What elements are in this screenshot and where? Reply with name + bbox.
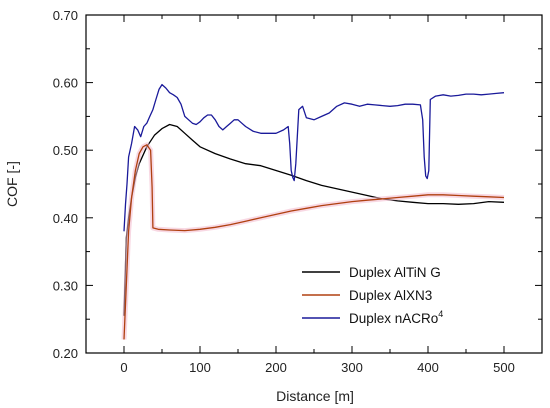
legend-label: Duplex AlTiN G (349, 265, 441, 280)
y-tick-label: 0.20 (53, 346, 78, 361)
y-tick-label: 0.50 (53, 143, 78, 158)
legend: Duplex AlTiN G Duplex AlXN3 Duplex nACRo4 (302, 265, 443, 326)
axes: 0.20 0.30 0.40 0.50 0.60 0.70 0 100 200 300 400 500 (53, 8, 543, 375)
y-tick-label: 0.60 (53, 76, 78, 91)
legend-label: Duplex nACRo4 (349, 309, 443, 326)
legend-label-superscript: 4 (438, 309, 443, 319)
x-tick-label: 300 (341, 360, 363, 375)
series-line (123, 123, 505, 316)
series-layer (121, 83, 505, 340)
y-axis-title: COF [-] (4, 161, 20, 207)
x-tick-label: 0 (120, 360, 127, 375)
series-halo (121, 142, 505, 340)
y-tick-label: 0.30 (53, 278, 78, 293)
x-tick-label: 500 (493, 360, 515, 375)
legend-label: Duplex AlXN3 (349, 288, 432, 303)
y-tick-label: 0.40 (53, 211, 78, 226)
x-tick-label: 100 (189, 360, 211, 375)
series-line (123, 144, 505, 340)
series-line (123, 83, 505, 232)
x-tick-label: 400 (417, 360, 439, 375)
y-tick-label: 0.70 (53, 8, 78, 23)
x-axis-title: Distance [m] (276, 388, 354, 404)
x-tick-label: 200 (265, 360, 287, 375)
